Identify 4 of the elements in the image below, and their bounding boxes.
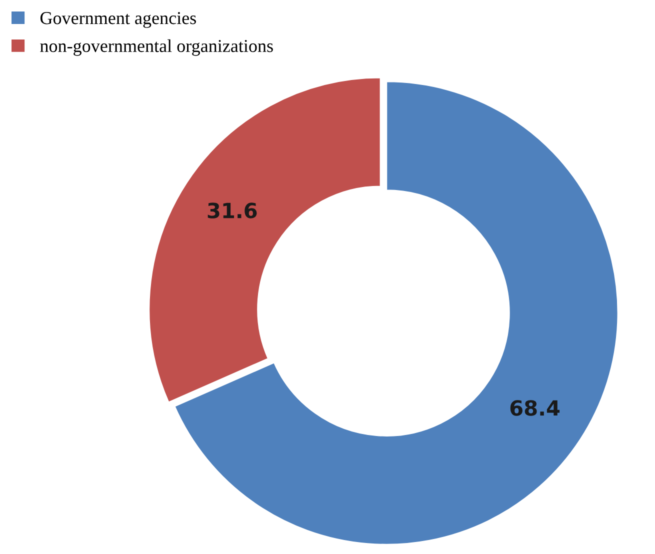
legend-label: non-governmental organizations bbox=[40, 39, 273, 56]
data-label: 31.6 bbox=[208, 202, 257, 218]
legend-label: Government agencies bbox=[40, 12, 196, 28]
data-label: 68.4 bbox=[510, 400, 560, 416]
